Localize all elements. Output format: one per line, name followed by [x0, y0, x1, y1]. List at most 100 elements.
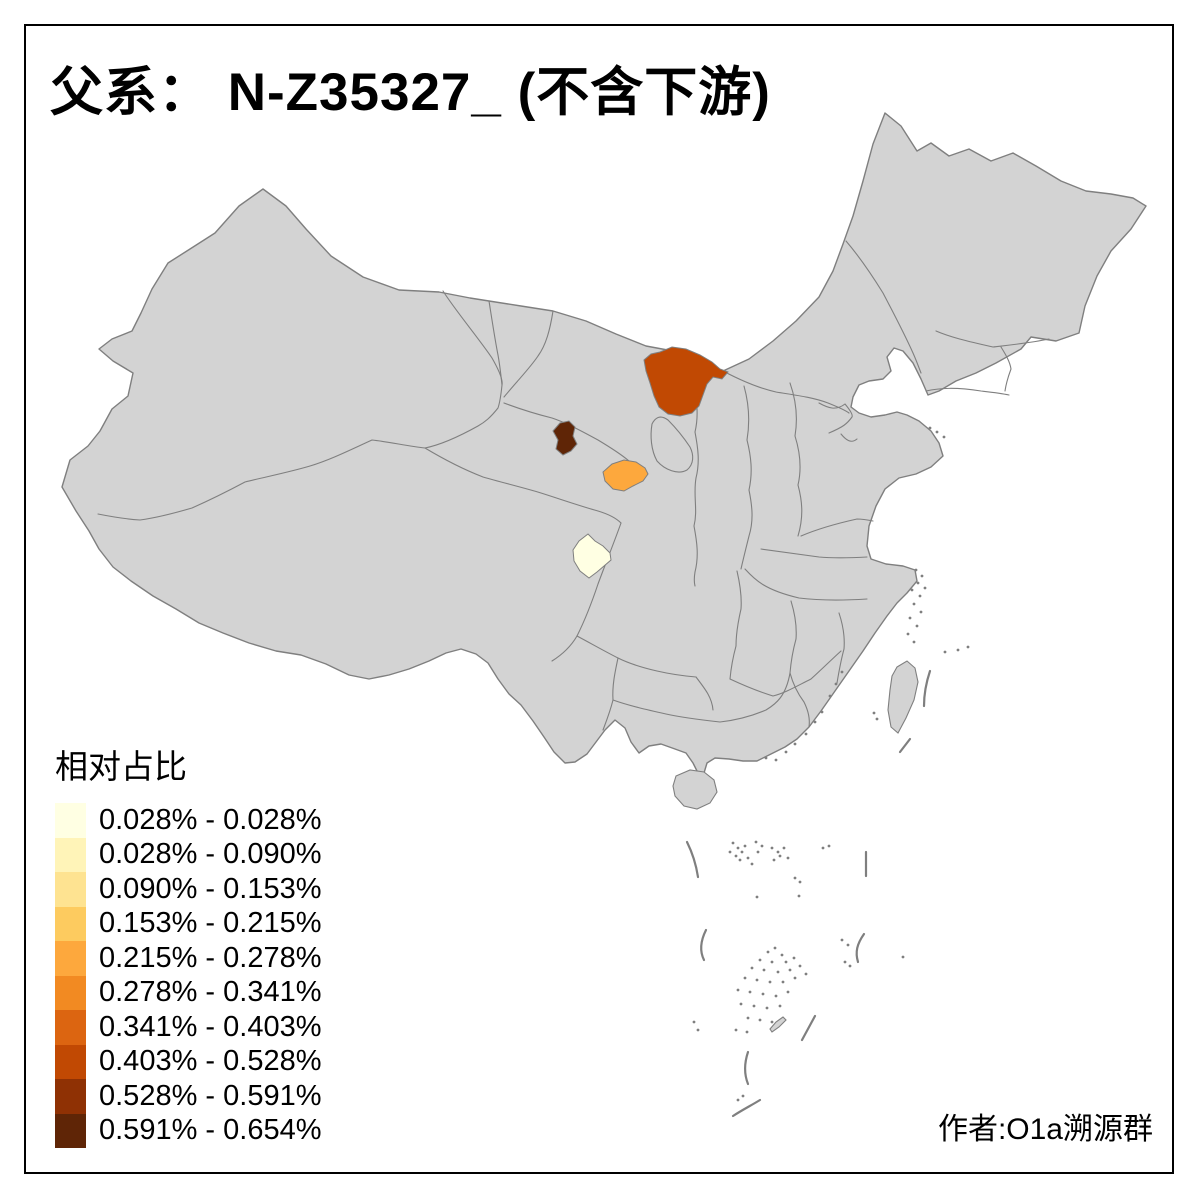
sea-islet-dot [772, 858, 776, 862]
legend-item: 0.591% - 0.654% [55, 1113, 322, 1148]
highlighted-regions [552, 346, 729, 579]
legend-item: 0.215% - 0.278% [55, 941, 321, 976]
legend-item: 0.528% - 0.591% [55, 1079, 321, 1114]
sea-islet-dot [840, 670, 844, 674]
sea-islet-dot [692, 1020, 696, 1024]
sea-islet-dot [750, 966, 754, 970]
sea-islet-dot [797, 894, 801, 898]
legend-swatch [55, 803, 86, 838]
sea-islet-dot [734, 1028, 738, 1032]
sea-islet-dot [915, 624, 919, 628]
sea-islet-dot [804, 972, 808, 976]
sea-islet-dot [756, 850, 760, 854]
sea-islet-dot [782, 846, 786, 850]
sea-islet-dot [770, 846, 774, 850]
sea-islet-dot [740, 850, 744, 854]
legend-swatch [55, 941, 86, 976]
legend-label: 0.028% - 0.090% [99, 838, 322, 871]
legend-item: 0.403% - 0.528% [55, 1044, 322, 1079]
legend-label: 0.028% - 0.028% [99, 803, 322, 836]
region-inner-mongolia-west [643, 346, 729, 417]
sea-islet-dot [776, 850, 780, 854]
sea-islet-dot [846, 943, 850, 947]
sea-islet-dot [758, 958, 762, 962]
legend-swatch [55, 1044, 86, 1079]
legend-swatch [55, 906, 86, 941]
sea-islet-dot [840, 938, 844, 942]
sea-islet-dot [820, 710, 824, 714]
legend-label: 0.403% - 0.528% [99, 1045, 322, 1078]
sea-islet-dot [786, 856, 790, 860]
sea-islet-dot [828, 694, 832, 698]
legend-label: 0.278% - 0.341% [99, 976, 322, 1009]
sea-islet-dot [908, 616, 912, 620]
sea-islet-dot [923, 586, 927, 590]
legend-swatch [55, 975, 86, 1010]
legend-label: 0.341% - 0.403% [99, 1010, 322, 1043]
region-gansu-central [602, 459, 649, 492]
legend-swatch [55, 1010, 86, 1045]
sea-islet-dot [764, 756, 768, 760]
sea-islet-dot [813, 720, 817, 724]
legend-item: 0.278% - 0.341% [55, 975, 322, 1010]
sea-islet-dot [834, 682, 838, 686]
legend-item: 0.028% - 0.028% [55, 803, 321, 838]
sea-islet-dot [804, 732, 808, 736]
sea-islet-dot [760, 844, 764, 848]
sea-islet-dot [928, 426, 932, 430]
sea-islet-dot [780, 953, 784, 957]
sea-islet-dot [918, 594, 922, 598]
sea-islet-dot [778, 1004, 782, 1008]
sea-islet-dot [943, 650, 947, 654]
sea-islet-dot [766, 950, 770, 954]
legend-swatch [55, 1079, 86, 1114]
sea-islet-dot [736, 1098, 740, 1102]
sea-islet-dot [912, 602, 916, 606]
taiwan-island [887, 660, 919, 734]
sea-islet-dot [920, 574, 924, 578]
page-title: 父系： N-Z35327_ (不含下游) [50, 63, 771, 122]
legend-label: 0.153% - 0.215% [99, 907, 322, 940]
sea-islet-dot [696, 1028, 700, 1032]
sea-islet-dot [743, 976, 747, 980]
legend-swatch [55, 1113, 86, 1148]
sea-islet-dot [793, 976, 797, 980]
legend-label: 0.528% - 0.591% [99, 1079, 322, 1112]
sea-islet-dot [755, 895, 759, 899]
legend-items: 0.028% - 0.028% 0.028% - 0.090% 0.090% - 0… [55, 803, 321, 1148]
attribution: 作者:O1a溯源群 [937, 1113, 1153, 1146]
sea-islet-dot [935, 430, 939, 434]
sea-islet-dot [784, 960, 788, 964]
sea-islet-dot [793, 742, 797, 746]
sea-islet-dot [901, 955, 905, 959]
sea-islet-dot [736, 846, 740, 850]
sea-islet-dot [916, 581, 920, 585]
sea-islet-dot [774, 758, 778, 762]
sea-islet-dot [728, 850, 732, 854]
mainland-outline [61, 112, 1147, 774]
sea-islet-dot [798, 880, 802, 884]
coastal-islets [692, 426, 970, 1102]
sea-islet-dot [736, 988, 740, 992]
sea-islet-dot [788, 968, 792, 972]
nine-dash-line [685, 669, 932, 1118]
legend-swatch [55, 837, 86, 872]
sea-islet-dot [743, 844, 747, 848]
sea-islet-dot [755, 978, 759, 982]
sea-islet-dot [843, 960, 847, 964]
sea-islet-dot [942, 435, 946, 439]
sea-islet-dot [739, 1002, 743, 1006]
sea-islet-dot [741, 1094, 745, 1098]
province-borders [97, 240, 1050, 731]
sea-islet-dot [910, 588, 914, 592]
sea-islet-dot [786, 990, 790, 994]
legend-item: 0.028% - 0.090% [55, 837, 322, 872]
sea-islet-dot [761, 992, 765, 996]
legend-label: 0.591% - 0.654% [99, 1114, 322, 1147]
sea-islet-dot [919, 610, 923, 614]
sea-islet-dot [762, 968, 766, 972]
sea-islet-dot [912, 640, 916, 644]
sea-islet-dot [872, 711, 876, 715]
sea-islet-dot [752, 1004, 756, 1008]
